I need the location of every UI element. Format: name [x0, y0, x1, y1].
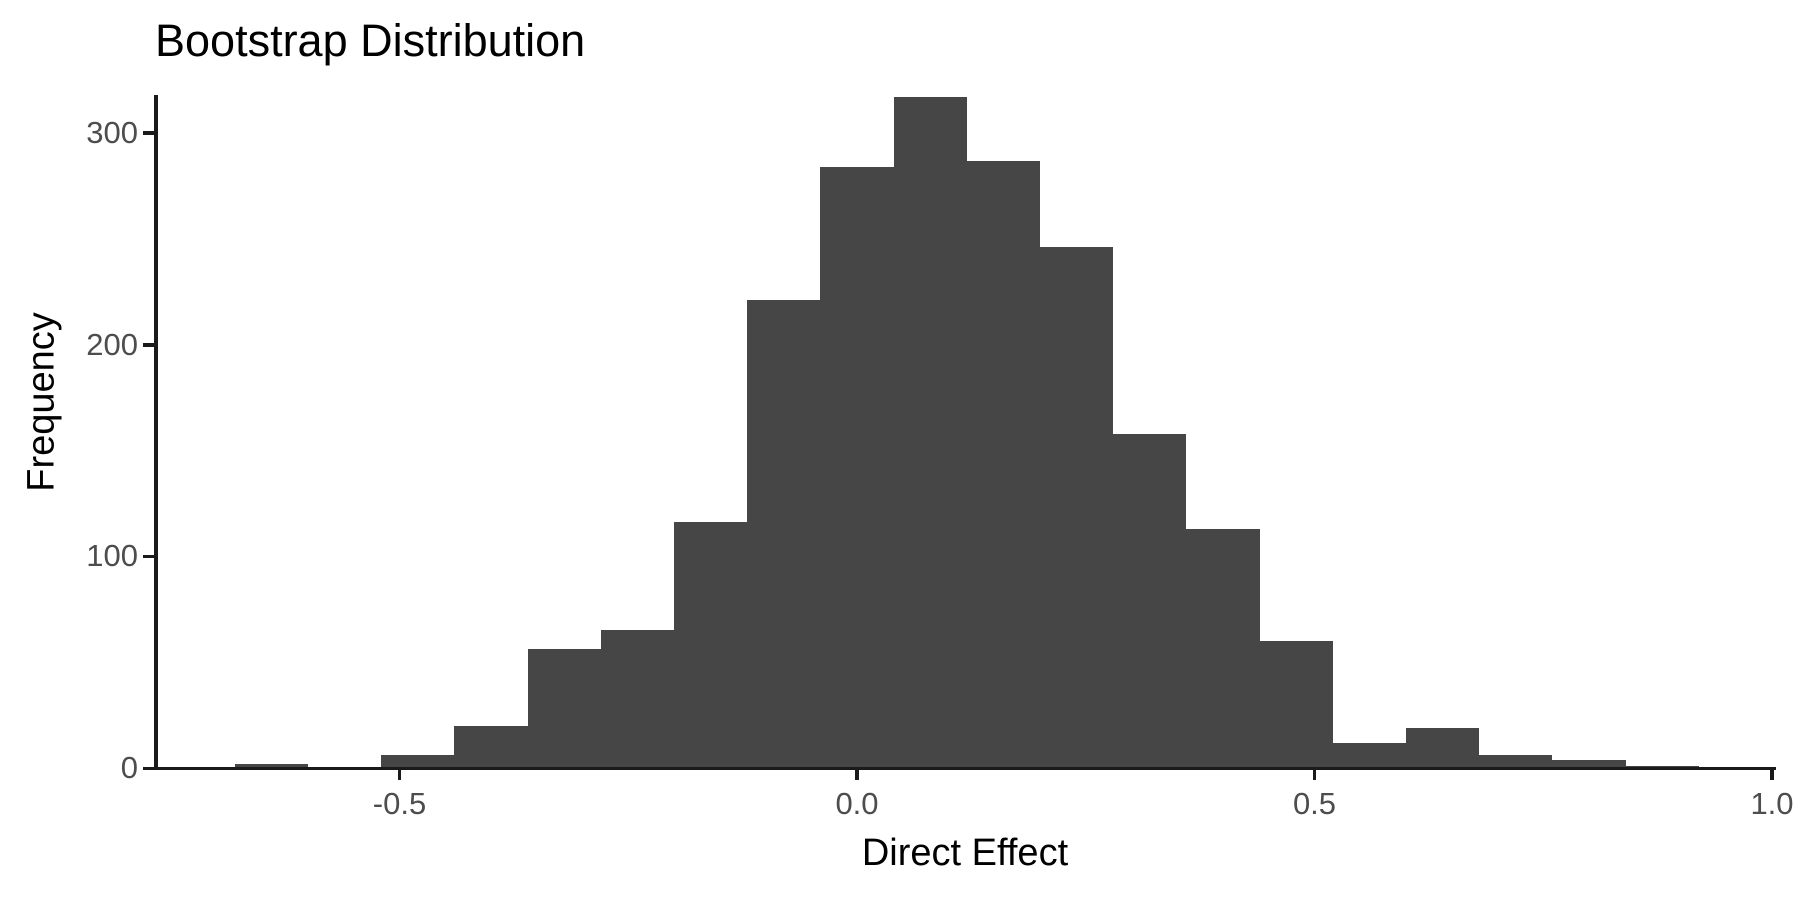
y-axis-line	[153, 95, 158, 770]
y-tick	[142, 766, 154, 770]
histogram-bar	[674, 522, 748, 768]
y-tick-label: 0	[120, 750, 138, 785]
x-tick-label: -0.5	[372, 786, 427, 821]
histogram-bar	[600, 630, 674, 768]
histogram-bar	[1186, 528, 1260, 768]
histogram-bar	[527, 649, 601, 768]
histogram-bar	[1259, 640, 1333, 768]
y-tick-label: 300	[86, 114, 138, 150]
histogram-bar	[234, 763, 308, 768]
histogram-bar	[1406, 727, 1480, 768]
y-tick	[142, 343, 154, 347]
x-axis-label: Direct Effect	[861, 832, 1069, 874]
histogram-bar	[893, 97, 967, 768]
x-tick	[1312, 770, 1317, 780]
histogram-bar	[1552, 759, 1626, 768]
y-tick-label: 100	[86, 538, 138, 574]
x-tick	[855, 770, 859, 780]
histogram-bar	[1040, 247, 1114, 768]
histogram-bar	[820, 166, 894, 768]
x-axis-line	[153, 766, 1776, 770]
y-tick	[142, 131, 154, 135]
x-tick	[1770, 770, 1774, 780]
histogram-bar	[454, 725, 528, 768]
x-tick	[397, 770, 402, 780]
x-tick-label: 1.0	[1750, 786, 1794, 821]
histogram-bar	[747, 300, 821, 768]
y-tick-label: 200	[86, 326, 138, 362]
histogram-bar	[966, 160, 1040, 768]
x-tick-label: 0.5	[1292, 786, 1337, 821]
plot-title: Bootstrap Distribution	[155, 15, 586, 66]
x-tick-label: 0.0	[835, 786, 879, 821]
histogram-bar	[381, 755, 455, 768]
histogram-bar	[1113, 433, 1187, 768]
histogram-bar	[1479, 755, 1553, 768]
y-tick	[142, 554, 154, 559]
histogram-bar	[1332, 742, 1406, 768]
